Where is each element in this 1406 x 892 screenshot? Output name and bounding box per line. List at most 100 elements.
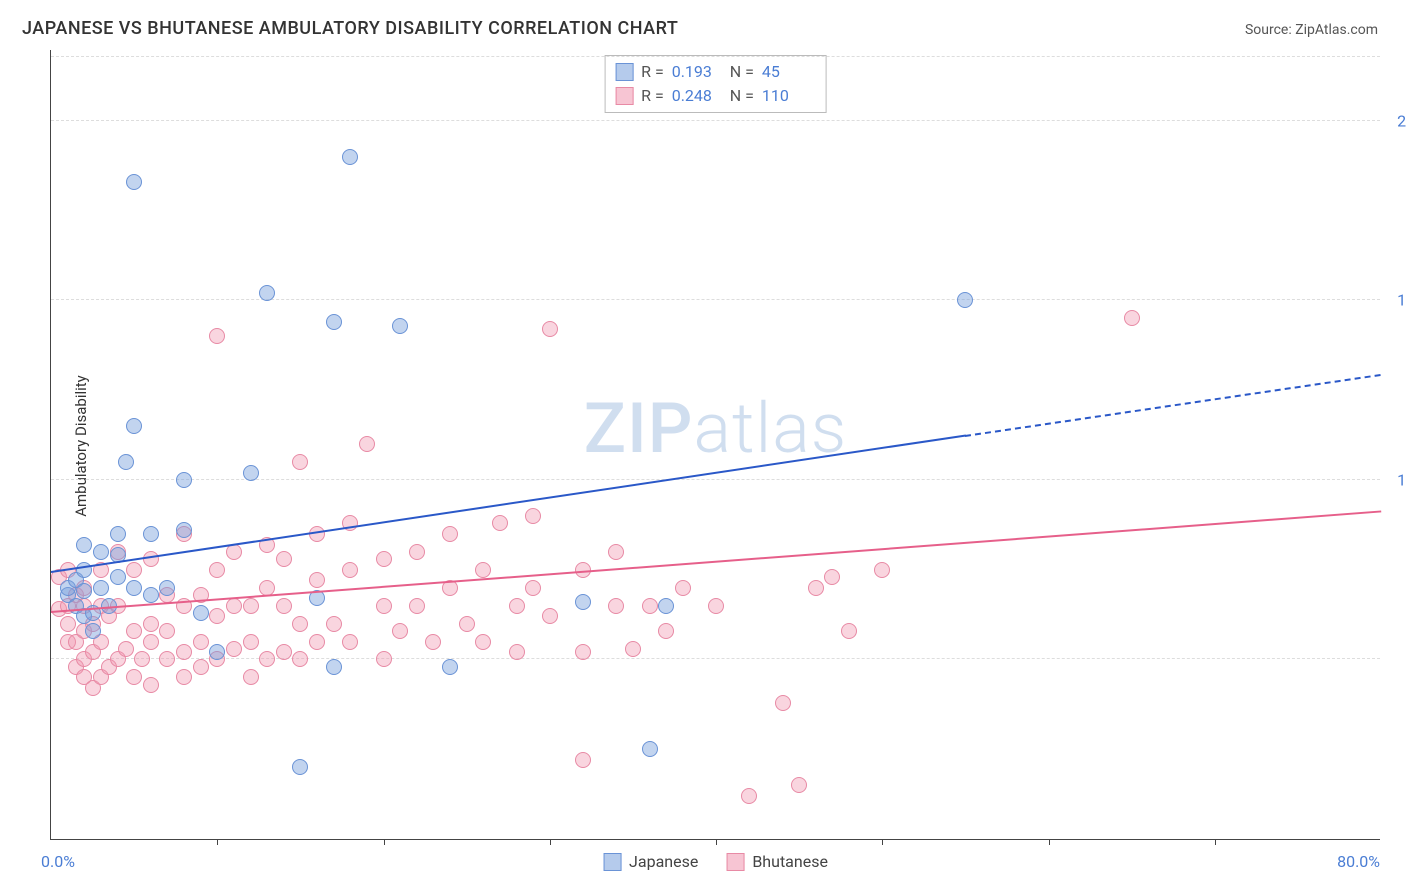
data-point-japanese	[392, 318, 408, 334]
x-tick	[716, 839, 717, 845]
y-tick-label: 5.0%	[1385, 650, 1406, 669]
data-point-bhutanese	[159, 651, 175, 667]
data-point-bhutanese	[292, 454, 308, 470]
data-point-bhutanese	[542, 321, 558, 337]
data-point-japanese	[259, 285, 275, 301]
x-tick	[1049, 839, 1050, 845]
x-tick	[882, 839, 883, 845]
data-point-bhutanese	[409, 598, 425, 614]
data-point-bhutanese	[243, 598, 259, 614]
x-tick	[217, 839, 218, 845]
data-point-japanese	[159, 580, 175, 596]
data-point-bhutanese	[342, 634, 358, 650]
data-point-bhutanese	[376, 598, 392, 614]
data-point-bhutanese	[209, 608, 225, 624]
x-tick	[550, 839, 551, 845]
x-axis-min-label: 0.0%	[41, 852, 75, 871]
chart-title: JAPANESE VS BHUTANESE AMBULATORY DISABIL…	[22, 18, 678, 39]
data-point-bhutanese	[292, 651, 308, 667]
data-point-bhutanese	[475, 562, 491, 578]
data-point-bhutanese	[176, 669, 192, 685]
data-point-japanese	[93, 544, 109, 560]
data-point-bhutanese	[226, 641, 242, 657]
x-tick	[384, 839, 385, 845]
n-label: N =	[730, 84, 754, 108]
data-point-bhutanese	[608, 598, 624, 614]
data-point-bhutanese	[193, 659, 209, 675]
r-label: R =	[641, 60, 664, 84]
data-point-bhutanese	[143, 677, 159, 693]
data-point-japanese	[176, 522, 192, 538]
data-point-bhutanese	[841, 623, 857, 639]
data-point-bhutanese	[143, 634, 159, 650]
swatch-pink-icon	[615, 87, 633, 105]
data-point-bhutanese	[409, 544, 425, 560]
data-point-bhutanese	[525, 508, 541, 524]
data-point-bhutanese	[625, 641, 641, 657]
data-point-bhutanese	[309, 634, 325, 650]
data-point-japanese	[126, 580, 142, 596]
data-point-japanese	[126, 418, 142, 434]
data-point-bhutanese	[176, 644, 192, 660]
r-value-bhutanese: 0.248	[672, 84, 722, 108]
data-point-japanese	[143, 587, 159, 603]
data-point-bhutanese	[442, 526, 458, 542]
gridline	[51, 120, 1380, 121]
data-point-bhutanese	[259, 651, 275, 667]
data-point-japanese	[76, 537, 92, 553]
data-point-bhutanese	[292, 616, 308, 632]
data-point-japanese	[93, 580, 109, 596]
data-point-bhutanese	[475, 634, 491, 650]
correlation-chart: JAPANESE VS BHUTANESE AMBULATORY DISABIL…	[0, 0, 1406, 892]
data-point-bhutanese	[675, 580, 691, 596]
data-point-bhutanese	[509, 644, 525, 660]
data-point-bhutanese	[126, 623, 142, 639]
data-point-japanese	[85, 623, 101, 639]
data-point-japanese	[575, 594, 591, 610]
data-point-bhutanese	[126, 669, 142, 685]
x-axis-max-label: 80.0%	[1337, 852, 1380, 871]
data-point-bhutanese	[326, 616, 342, 632]
source-attribution: Source: ZipAtlas.com	[1245, 22, 1378, 38]
n-value-japanese: 45	[762, 60, 812, 84]
data-point-bhutanese	[808, 580, 824, 596]
data-point-bhutanese	[376, 651, 392, 667]
data-point-japanese	[118, 454, 134, 470]
data-point-bhutanese	[143, 616, 159, 632]
data-point-bhutanese	[276, 598, 292, 614]
r-value-japanese: 0.193	[672, 60, 722, 84]
stats-legend-box: R = 0.193 N = 45 R = 0.248 N = 110	[604, 55, 827, 113]
trendline-japanese-extrapolated	[965, 374, 1381, 437]
stats-row-bhutanese: R = 0.248 N = 110	[615, 84, 812, 108]
source-link[interactable]: ZipAtlas.com	[1295, 22, 1378, 38]
data-point-japanese	[76, 583, 92, 599]
data-point-bhutanese	[209, 328, 225, 344]
data-point-bhutanese	[542, 608, 558, 624]
data-point-japanese	[143, 526, 159, 542]
data-point-japanese	[110, 526, 126, 542]
legend-label-bhutanese: Bhutanese	[752, 852, 828, 871]
data-point-bhutanese	[824, 569, 840, 585]
data-point-japanese	[243, 465, 259, 481]
series-legend: Japanese Bhutanese	[603, 852, 828, 871]
data-point-bhutanese	[741, 788, 757, 804]
y-tick-label: 10.0%	[1385, 470, 1406, 489]
data-point-bhutanese	[525, 580, 541, 596]
n-value-bhutanese: 110	[762, 84, 812, 108]
data-point-japanese	[110, 569, 126, 585]
legend-item-japanese: Japanese	[603, 852, 698, 871]
data-point-bhutanese	[658, 623, 674, 639]
plot-area: ZIPatlas R = 0.193 N = 45 R = 0.248 N = …	[50, 50, 1380, 840]
data-point-japanese	[176, 472, 192, 488]
data-point-bhutanese	[425, 634, 441, 650]
y-tick-label: 20.0%	[1385, 111, 1406, 130]
gridline	[51, 56, 1380, 57]
data-point-bhutanese	[243, 669, 259, 685]
data-point-bhutanese	[359, 436, 375, 452]
y-tick-label: 15.0%	[1385, 291, 1406, 310]
data-point-bhutanese	[60, 616, 76, 632]
data-point-japanese	[326, 314, 342, 330]
swatch-blue-icon	[603, 853, 621, 871]
swatch-pink-icon	[726, 853, 744, 871]
data-point-bhutanese	[575, 752, 591, 768]
